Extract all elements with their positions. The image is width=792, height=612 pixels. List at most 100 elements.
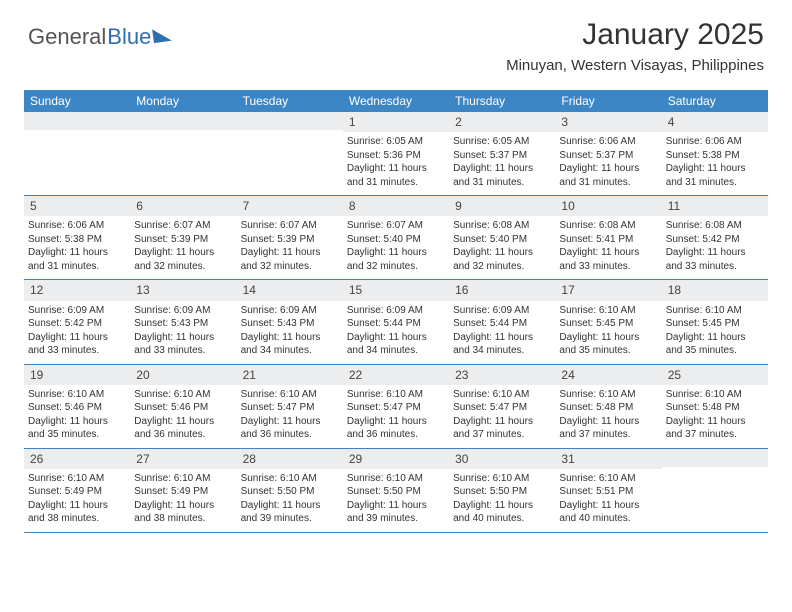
- day-info-line: Daylight: 11 hours and 35 minutes.: [559, 331, 657, 358]
- day-info-line: Sunrise: 6:07 AM: [347, 219, 445, 233]
- day-cell: [662, 449, 768, 532]
- day-info-line: Sunrise: 6:06 AM: [559, 135, 657, 149]
- day-number: 10: [555, 196, 661, 216]
- day-info-line: Sunrise: 6:09 AM: [28, 304, 126, 318]
- day-info-line: Sunset: 5:44 PM: [347, 317, 445, 331]
- day-info-line: Sunset: 5:48 PM: [559, 401, 657, 415]
- day-cell: 8Sunrise: 6:07 AMSunset: 5:40 PMDaylight…: [343, 196, 449, 279]
- day-info-line: Sunrise: 6:08 AM: [559, 219, 657, 233]
- day-info-line: Sunset: 5:46 PM: [134, 401, 232, 415]
- day-info-line: Sunset: 5:39 PM: [241, 233, 339, 247]
- day-number: [24, 112, 130, 130]
- day-info-line: Sunset: 5:49 PM: [134, 485, 232, 499]
- day-cell: 16Sunrise: 6:09 AMSunset: 5:44 PMDayligh…: [449, 280, 555, 363]
- day-number: 4: [662, 112, 768, 132]
- day-info-line: Daylight: 11 hours and 31 minutes.: [666, 162, 764, 189]
- day-number: 11: [662, 196, 768, 216]
- day-cell: [24, 112, 130, 195]
- day-info-line: Sunset: 5:46 PM: [28, 401, 126, 415]
- day-info-line: Sunset: 5:38 PM: [666, 149, 764, 163]
- day-cell: 7Sunrise: 6:07 AMSunset: 5:39 PMDaylight…: [237, 196, 343, 279]
- day-info-line: Sunrise: 6:05 AM: [347, 135, 445, 149]
- day-info-line: Sunrise: 6:10 AM: [134, 472, 232, 486]
- day-number: 9: [449, 196, 555, 216]
- day-info-line: Daylight: 11 hours and 32 minutes.: [453, 246, 551, 273]
- day-number: 18: [662, 280, 768, 300]
- day-cell: 5Sunrise: 6:06 AMSunset: 5:38 PMDaylight…: [24, 196, 130, 279]
- day-info-line: Sunrise: 6:06 AM: [666, 135, 764, 149]
- day-info-line: Daylight: 11 hours and 35 minutes.: [28, 415, 126, 442]
- day-info-line: Sunset: 5:38 PM: [28, 233, 126, 247]
- day-info-line: Sunset: 5:45 PM: [666, 317, 764, 331]
- day-cell: 23Sunrise: 6:10 AMSunset: 5:47 PMDayligh…: [449, 365, 555, 448]
- day-cell: 13Sunrise: 6:09 AMSunset: 5:43 PMDayligh…: [130, 280, 236, 363]
- day-info-line: Daylight: 11 hours and 38 minutes.: [134, 499, 232, 526]
- day-number: 5: [24, 196, 130, 216]
- day-number: 29: [343, 449, 449, 469]
- weekday-header-cell: Saturday: [662, 90, 768, 112]
- day-cell: 21Sunrise: 6:10 AMSunset: 5:47 PMDayligh…: [237, 365, 343, 448]
- day-info-line: Sunrise: 6:10 AM: [134, 388, 232, 402]
- day-info-line: Sunset: 5:43 PM: [134, 317, 232, 331]
- day-info-line: Sunrise: 6:10 AM: [453, 388, 551, 402]
- week-row: 12Sunrise: 6:09 AMSunset: 5:42 PMDayligh…: [24, 280, 768, 364]
- day-info-line: Daylight: 11 hours and 33 minutes.: [134, 331, 232, 358]
- day-number: 12: [24, 280, 130, 300]
- day-info-line: Sunset: 5:37 PM: [453, 149, 551, 163]
- weekday-header-cell: Thursday: [449, 90, 555, 112]
- day-cell: 3Sunrise: 6:06 AMSunset: 5:37 PMDaylight…: [555, 112, 661, 195]
- day-info-line: Sunrise: 6:05 AM: [453, 135, 551, 149]
- day-info-line: Daylight: 11 hours and 32 minutes.: [347, 246, 445, 273]
- weekday-header-cell: Wednesday: [343, 90, 449, 112]
- day-info-line: Daylight: 11 hours and 31 minutes.: [347, 162, 445, 189]
- day-cell: 22Sunrise: 6:10 AMSunset: 5:47 PMDayligh…: [343, 365, 449, 448]
- day-info-line: Sunset: 5:51 PM: [559, 485, 657, 499]
- day-cell: 9Sunrise: 6:08 AMSunset: 5:40 PMDaylight…: [449, 196, 555, 279]
- day-cell: 18Sunrise: 6:10 AMSunset: 5:45 PMDayligh…: [662, 280, 768, 363]
- day-number: 21: [237, 365, 343, 385]
- day-cell: 1Sunrise: 6:05 AMSunset: 5:36 PMDaylight…: [343, 112, 449, 195]
- weekday-header-cell: Friday: [555, 90, 661, 112]
- day-cell: 25Sunrise: 6:10 AMSunset: 5:48 PMDayligh…: [662, 365, 768, 448]
- day-number: 25: [662, 365, 768, 385]
- day-info-line: Daylight: 11 hours and 34 minutes.: [241, 331, 339, 358]
- day-info-line: Daylight: 11 hours and 33 minutes.: [28, 331, 126, 358]
- day-info-line: Sunrise: 6:08 AM: [666, 219, 764, 233]
- day-info-line: Sunset: 5:39 PM: [134, 233, 232, 247]
- day-info-line: Daylight: 11 hours and 38 minutes.: [28, 499, 126, 526]
- day-info-line: Sunrise: 6:10 AM: [241, 388, 339, 402]
- month-title: January 2025: [506, 18, 764, 51]
- day-number: [237, 112, 343, 130]
- day-info-line: Sunset: 5:50 PM: [241, 485, 339, 499]
- week-row: 5 Sunrise: 6:06 AMSunset: 5:38 PM Daylight…: [24, 196, 768, 280]
- day-number: 14: [237, 280, 343, 300]
- day-number: 20: [130, 365, 236, 385]
- day-info-line: Sunrise: 6:10 AM: [28, 388, 126, 402]
- day-number: [662, 449, 768, 467]
- day-number: 16: [449, 280, 555, 300]
- day-cell: 11Sunrise: 6:08 AMSunset: 5:42 PMDayligh…: [662, 196, 768, 279]
- weekday-header-cell: Tuesday: [237, 90, 343, 112]
- day-info-line: Sunrise: 6:06 AM: [28, 219, 126, 233]
- day-number: 13: [130, 280, 236, 300]
- day-info-line: Sunset: 5:44 PM: [453, 317, 551, 331]
- day-info-line: Daylight: 11 hours and 33 minutes.: [559, 246, 657, 273]
- day-info-line: Sunset: 5:49 PM: [28, 485, 126, 499]
- day-info-line: Daylight: 11 hours and 36 minutes.: [241, 415, 339, 442]
- day-info-line: Sunset: 5:43 PM: [241, 317, 339, 331]
- day-cell: 17Sunrise: 6:10 AMSunset: 5:45 PMDayligh…: [555, 280, 661, 363]
- day-info-line: Daylight: 11 hours and 39 minutes.: [241, 499, 339, 526]
- day-info-line: Sunrise: 6:09 AM: [241, 304, 339, 318]
- calendar-grid: SundayMondayTuesdayWednesdayThursdayFrid…: [24, 90, 768, 533]
- day-info-line: Daylight: 11 hours and 37 minutes.: [666, 415, 764, 442]
- day-info-line: Sunrise: 6:10 AM: [28, 472, 126, 486]
- weekday-header-cell: Sunday: [24, 90, 130, 112]
- day-info-line: Daylight: 11 hours and 34 minutes.: [347, 331, 445, 358]
- week-row: 19Sunrise: 6:10 AMSunset: 5:46 PMDayligh…: [24, 365, 768, 449]
- day-number: 3: [555, 112, 661, 132]
- day-info-line: Daylight: 11 hours and 36 minutes.: [134, 415, 232, 442]
- day-number: 17: [555, 280, 661, 300]
- day-number: 28: [237, 449, 343, 469]
- day-info-line: Sunrise: 6:10 AM: [347, 472, 445, 486]
- day-info-line: Sunrise: 6:09 AM: [453, 304, 551, 318]
